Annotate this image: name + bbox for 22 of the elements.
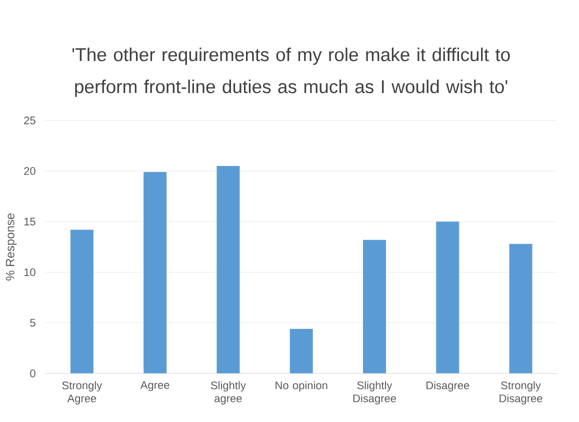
y-axis-title: % Response — [6, 213, 17, 281]
y-tick-label: 15 — [24, 218, 36, 226]
bar — [144, 172, 167, 374]
bar — [509, 244, 532, 374]
x-tick-label: Strongly Agree — [62, 381, 102, 404]
bar — [436, 222, 460, 374]
x-tick-label: No opinion — [276, 381, 328, 392]
bar — [70, 230, 94, 374]
x-tick-label: Slightly agree — [210, 381, 246, 404]
chart-title: 'The other requirements of my role make it difficult to perform front-line duties as much as I would wish to' — [72, 48, 510, 97]
x-tick-label: Agree — [140, 381, 170, 392]
y-tick-label: 25 — [24, 116, 36, 124]
y-tick-label: 5 — [30, 318, 36, 327]
bar — [216, 166, 240, 374]
bar — [362, 240, 386, 374]
x-tick-label: Strongly Disagree — [500, 381, 542, 404]
y-tick-label: 0 — [30, 370, 36, 378]
x-tick-label: Disagree — [426, 381, 470, 392]
y-tick-label: 10 — [24, 268, 36, 276]
bar — [290, 328, 313, 374]
y-tick-label: 20 — [24, 167, 36, 175]
x-tick-label: Slightly Disagree — [353, 381, 396, 404]
